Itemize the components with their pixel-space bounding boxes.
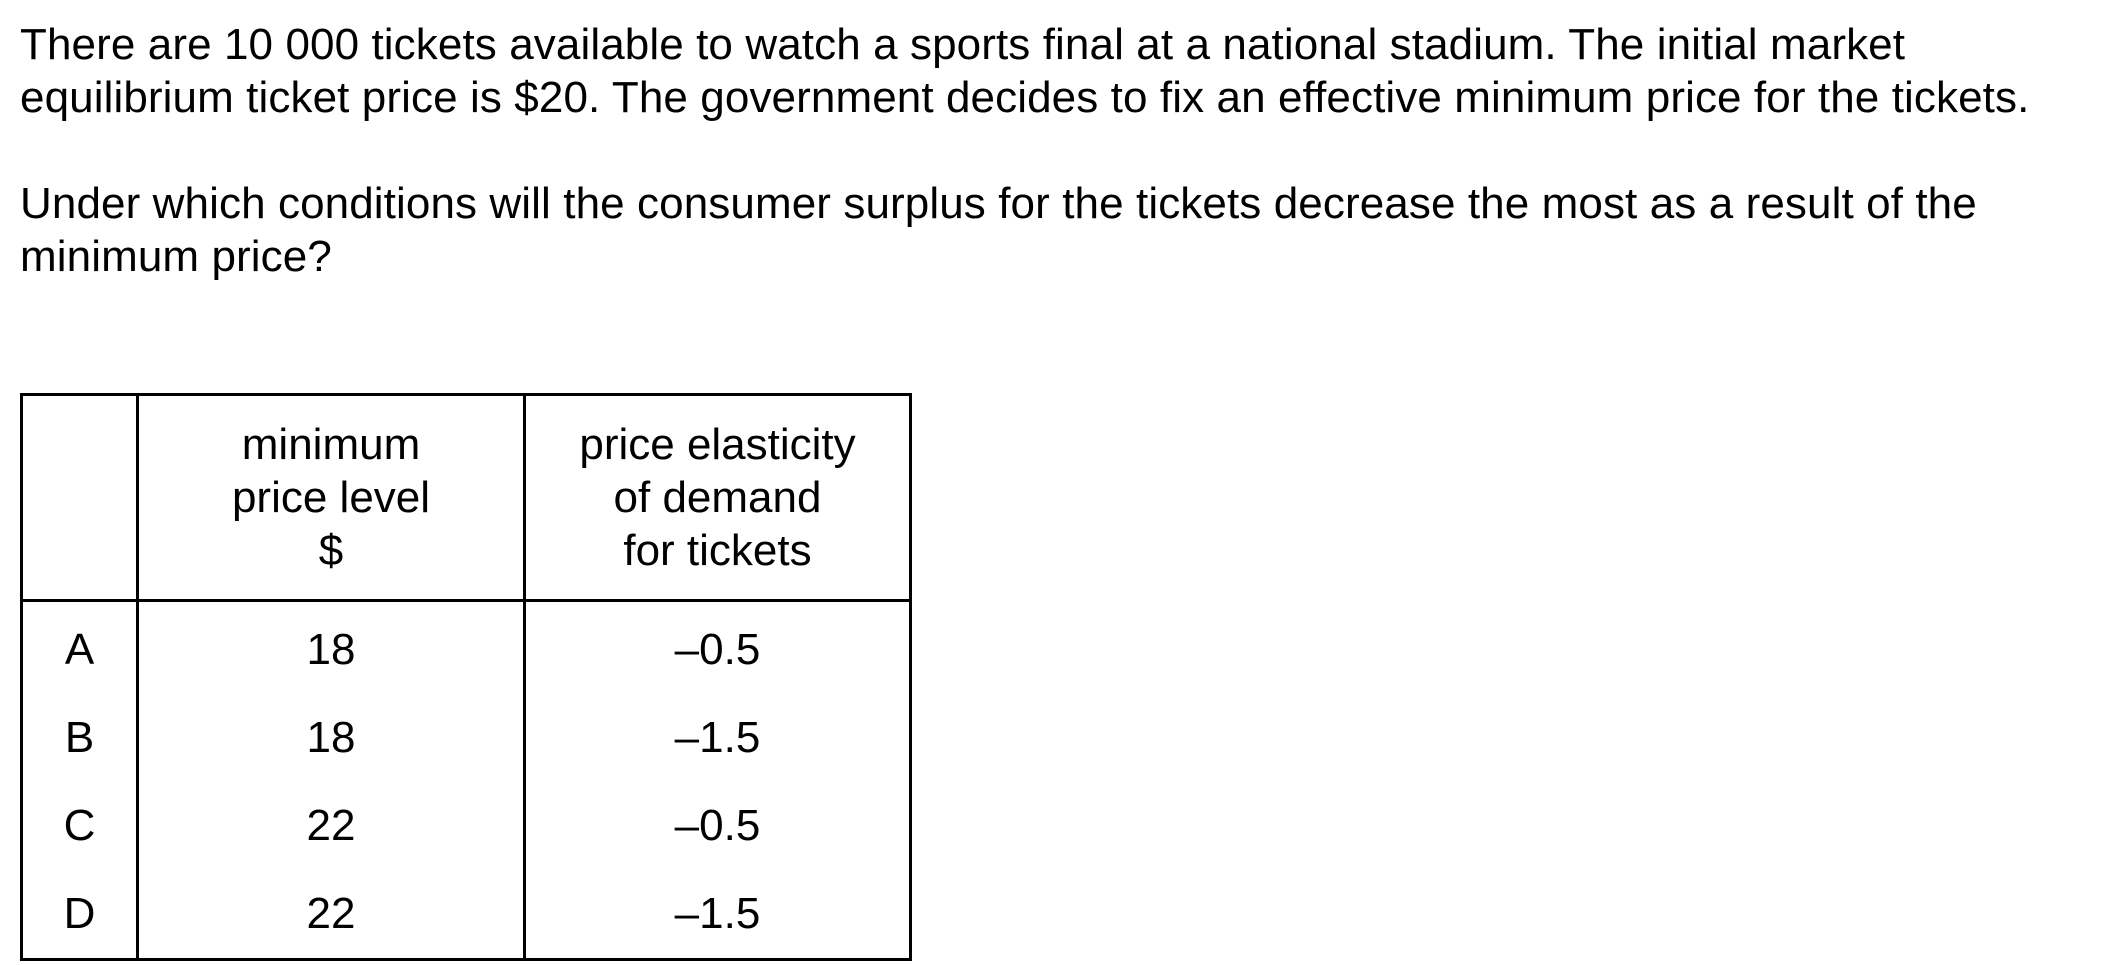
header-letter: [20, 394, 139, 602]
table-header-row: minimum price level $ price elasticity o…: [20, 394, 912, 602]
option-ped: –1.5: [523, 870, 912, 960]
option-letter: C: [20, 782, 139, 870]
options-table: minimum price level $ price elasticity o…: [20, 393, 912, 961]
header-minimum-price: minimum price level $: [136, 394, 526, 602]
question-paragraph-prompt: Under which conditions will the consumer…: [20, 179, 1977, 281]
header-ped-line: for tickets: [623, 526, 812, 575]
header-price-elasticity: price elasticity of demand for tickets: [523, 394, 912, 602]
table-row: D 22 –1.5: [20, 870, 912, 960]
header-price-line: price level: [231, 473, 431, 522]
option-letter: A: [20, 600, 139, 694]
option-price: 18: [136, 694, 526, 782]
table-row: B 18 –1.5: [20, 694, 912, 782]
question-paragraph-context: There are 10 000 tickets available to wa…: [20, 20, 2030, 122]
question-text: There are 10 000 tickets available to wa…: [20, 18, 2040, 283]
table-row: A 18 –0.5: [20, 600, 912, 694]
header-ped-line: of demand: [613, 473, 822, 522]
option-price: 22: [136, 870, 526, 960]
option-letter: D: [20, 870, 139, 960]
option-ped: –0.5: [523, 600, 912, 694]
header-price-line: $: [318, 526, 344, 575]
header-ped-line: price elasticity: [579, 420, 856, 469]
table-row: C 22 –0.5: [20, 782, 912, 870]
option-ped: –0.5: [523, 782, 912, 870]
option-letter: B: [20, 694, 139, 782]
option-ped: –1.5: [523, 694, 912, 782]
header-price-line: minimum: [241, 420, 421, 469]
option-price: 18: [136, 600, 526, 694]
options-table-container: minimum price level $ price elasticity o…: [20, 393, 912, 961]
option-price: 22: [136, 782, 526, 870]
